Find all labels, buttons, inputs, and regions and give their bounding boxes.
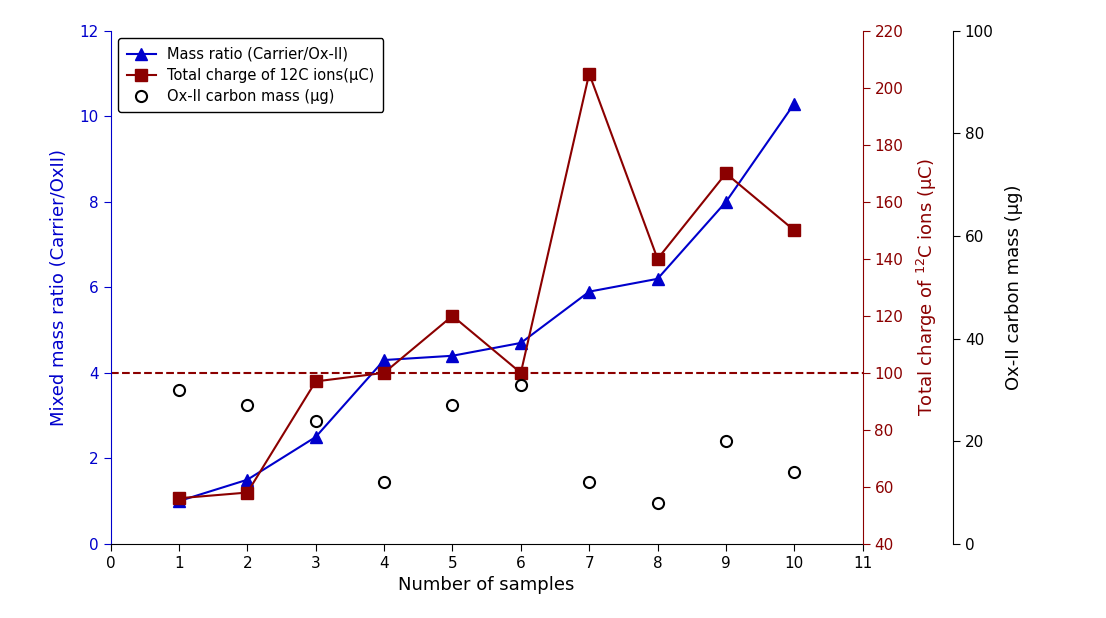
Y-axis label: Mixed mass ratio (Carrier/OxII): Mixed mass ratio (Carrier/OxII) [51,149,69,426]
Y-axis label: Ox-II carbon mass (μg): Ox-II carbon mass (μg) [1004,185,1023,390]
Legend: Mass ratio (Carrier/Ox-II), Total charge of 12C ions(μC), Ox-II carbon mass (μg): Mass ratio (Carrier/Ox-II), Total charge… [118,38,384,112]
Y-axis label: Total charge of $^{12}$C ions (μC): Total charge of $^{12}$C ions (μC) [915,158,939,417]
X-axis label: Number of samples: Number of samples [398,576,575,594]
